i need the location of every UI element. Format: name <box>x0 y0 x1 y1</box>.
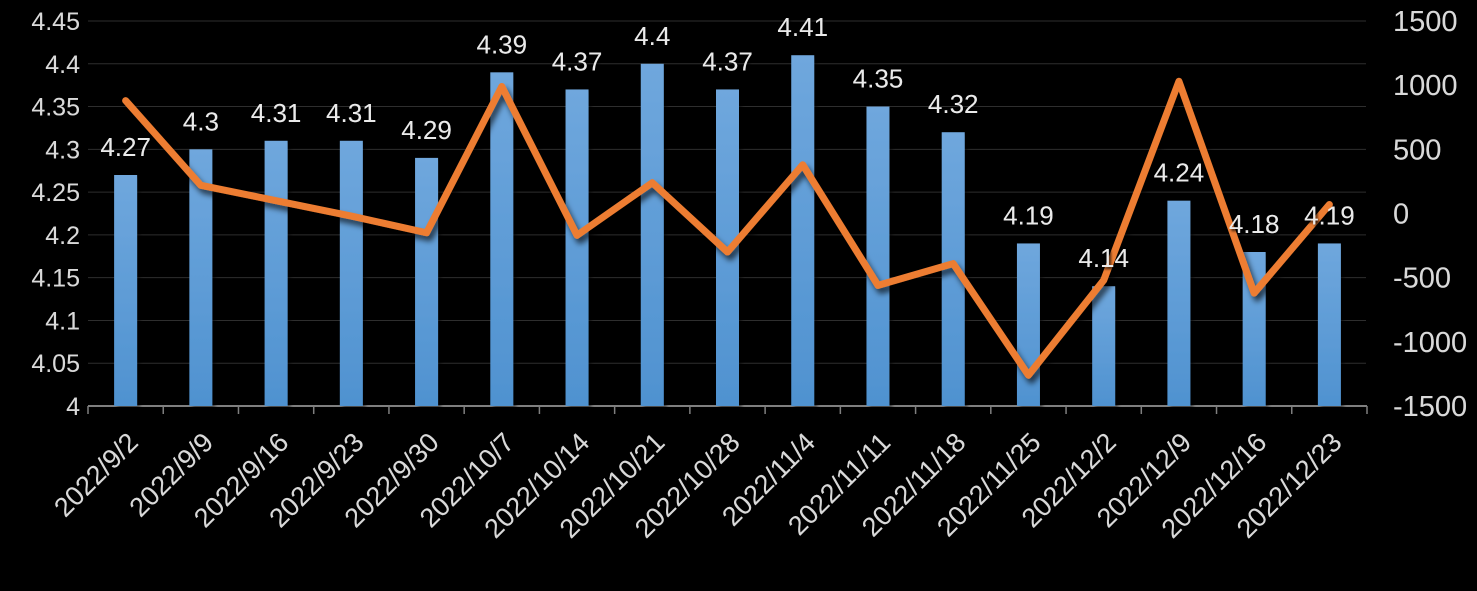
right-axis-tick-label: 1500 <box>1393 6 1458 38</box>
left-axis-tick-label: 4.25 <box>31 179 80 207</box>
bar[interactable] <box>339 140 363 406</box>
bar[interactable] <box>490 72 514 406</box>
right-axis-tick-label: -1500 <box>1393 391 1467 423</box>
bar-value-label: 4.32 <box>928 89 979 119</box>
bar[interactable] <box>791 55 815 406</box>
bar[interactable] <box>264 140 288 406</box>
bar[interactable] <box>1317 243 1341 406</box>
bar-value-label: 4.29 <box>401 115 452 145</box>
right-axis-tick-label: -500 <box>1393 263 1451 295</box>
bar-labels: 4.27 4.3 4.31 4.31 4.29 4.39 4.37 4.4 4.37 4.41 4.… <box>100 12 1354 273</box>
bar-value-label: 4.37 <box>552 46 603 76</box>
bar[interactable] <box>640 63 664 407</box>
left-axis-tick-label: 4.2 <box>45 222 80 250</box>
bar-value-label: 4.31 <box>326 98 377 128</box>
bar-value-label: 4.19 <box>1003 200 1054 230</box>
bar-value-label: 4.31 <box>251 98 302 128</box>
bar-value-label: 4.18 <box>1229 209 1280 239</box>
left-axis-tick-label: 4.45 <box>31 8 80 36</box>
bar-value-label: 4.19 <box>1304 200 1355 230</box>
right-axis-tick-label: 1000 <box>1393 70 1458 102</box>
bar-value-label: 4.3 <box>183 106 219 136</box>
bar-value-label: 4.41 <box>777 12 828 42</box>
bar[interactable] <box>1167 200 1191 406</box>
left-axis-tick-label: 4.15 <box>31 265 80 293</box>
left-axis-tick-label: 4.35 <box>31 94 80 122</box>
left-axis-tick-label: 4.1 <box>45 307 80 335</box>
right-axis-tick-label: -1000 <box>1393 327 1467 359</box>
bar-value-label: 4.37 <box>702 46 753 76</box>
right-axis-labels: 1500 1000 500 0 -500 -1000 -1500 <box>1393 6 1467 423</box>
bar[interactable] <box>415 157 439 406</box>
bar[interactable] <box>1092 286 1116 406</box>
left-axis-labels: 4.45 4.4 4.35 4.3 4.25 4.2 4.15 4.1 4.05 4 <box>31 8 80 421</box>
bar-value-label: 4.4 <box>634 21 670 51</box>
left-axis-tick-label: 4.3 <box>45 136 80 164</box>
bar[interactable] <box>114 175 138 406</box>
left-axis-tick-label: 4.05 <box>31 350 80 378</box>
bar-value-label: 4.27 <box>100 132 151 162</box>
bar-series-group <box>114 55 1341 407</box>
line-series[interactable] <box>122 77 1333 379</box>
bar[interactable] <box>866 106 890 407</box>
bar-value-label: 4.35 <box>853 64 904 94</box>
bar[interactable] <box>565 89 589 406</box>
bar[interactable] <box>1016 243 1040 406</box>
bar[interactable] <box>189 149 213 407</box>
right-axis-tick-label: 500 <box>1393 134 1441 166</box>
bar-value-label: 4.24 <box>1154 158 1205 188</box>
right-axis-tick-label: 0 <box>1393 199 1409 231</box>
left-axis-tick-label: 4 <box>66 393 80 421</box>
bar-value-label: 4.14 <box>1078 243 1129 273</box>
bar-value-label: 4.39 <box>476 29 527 59</box>
left-axis-tick-label: 4.4 <box>45 51 80 79</box>
x-axis-labels: 2022/9/22022/9/92022/9/162022/9/232022/9… <box>48 427 1347 544</box>
